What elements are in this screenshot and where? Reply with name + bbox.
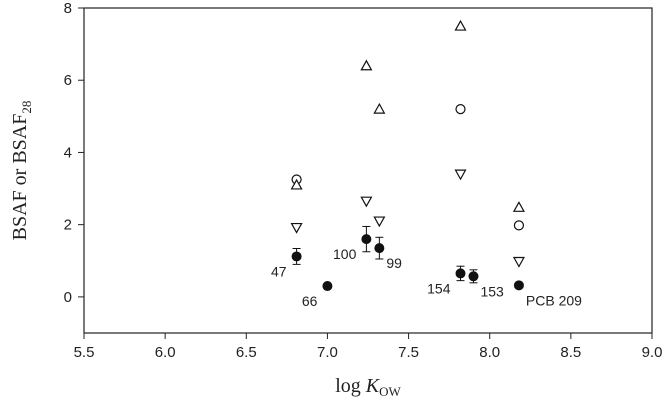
x-tick-label: 5.5 [74,344,95,361]
y-axis-title: BSAF or BSAF28 [9,101,34,241]
triangle-down-point [512,256,525,268]
triangle-down-point [454,169,467,181]
filled-circle-point [291,251,302,262]
point-annotation: PCB 209 [526,292,582,308]
y-tick-label: 2 [64,217,72,234]
x-tick-label: 6.0 [155,344,176,361]
y-axis-title-main: BSAF or BSAF [9,114,31,241]
filled-circle-point [455,268,466,279]
x-tick-label: 8.5 [560,344,581,361]
triangle-up-point [512,201,525,212]
triangle-down-point [373,216,386,228]
plot-area: 5.5 6.0 6.5 7.0 7.5 8.0 8.5 9.0 0 2 4 6 8 log KOW BSAF… [9,0,662,399]
y-tick-label: 6 [64,72,72,89]
filled-circle-point [513,280,524,291]
y-tick-label: 0 [64,289,72,306]
triangle-up-point [454,19,467,31]
triangle-down-point [290,222,303,234]
y-axis-title-subscript: 28 [19,101,34,114]
triangle-up-point [290,178,303,190]
open-circle-point [513,220,525,231]
x-tick-label: 8.0 [479,344,500,361]
x-tick-label: 7.0 [317,344,338,361]
filled-circle-point [374,243,385,254]
x-axis-title-main: log [335,375,366,397]
point-annotation: 100 [333,246,357,262]
open-circle-point [455,104,466,115]
filled-circle-point [468,271,479,282]
point-annotation: 66 [302,293,318,309]
point-annotation: 47 [271,263,287,279]
x-axis-title-subscript: OW [379,384,401,399]
triangle-up-point [373,102,386,114]
x-tick-label: 9.0 [642,344,663,361]
triangle-down-point [360,196,373,208]
point-annotation: 99 [386,255,402,271]
x-axis-title-italic: K [365,375,381,397]
point-annotation: 153 [480,283,504,299]
filled-circle-point [361,234,372,245]
x-tick-label: 7.5 [398,344,419,361]
y-tick-label: 8 [64,0,72,17]
point-annotation: 154 [427,280,451,296]
x-axis-title: log KOW [335,375,401,399]
x-tick-label: 6.5 [236,344,257,361]
y-tick-label: 4 [64,144,72,161]
triangle-up-point [360,59,373,71]
plot-frame [83,7,653,334]
filled-circle-point [322,281,333,292]
